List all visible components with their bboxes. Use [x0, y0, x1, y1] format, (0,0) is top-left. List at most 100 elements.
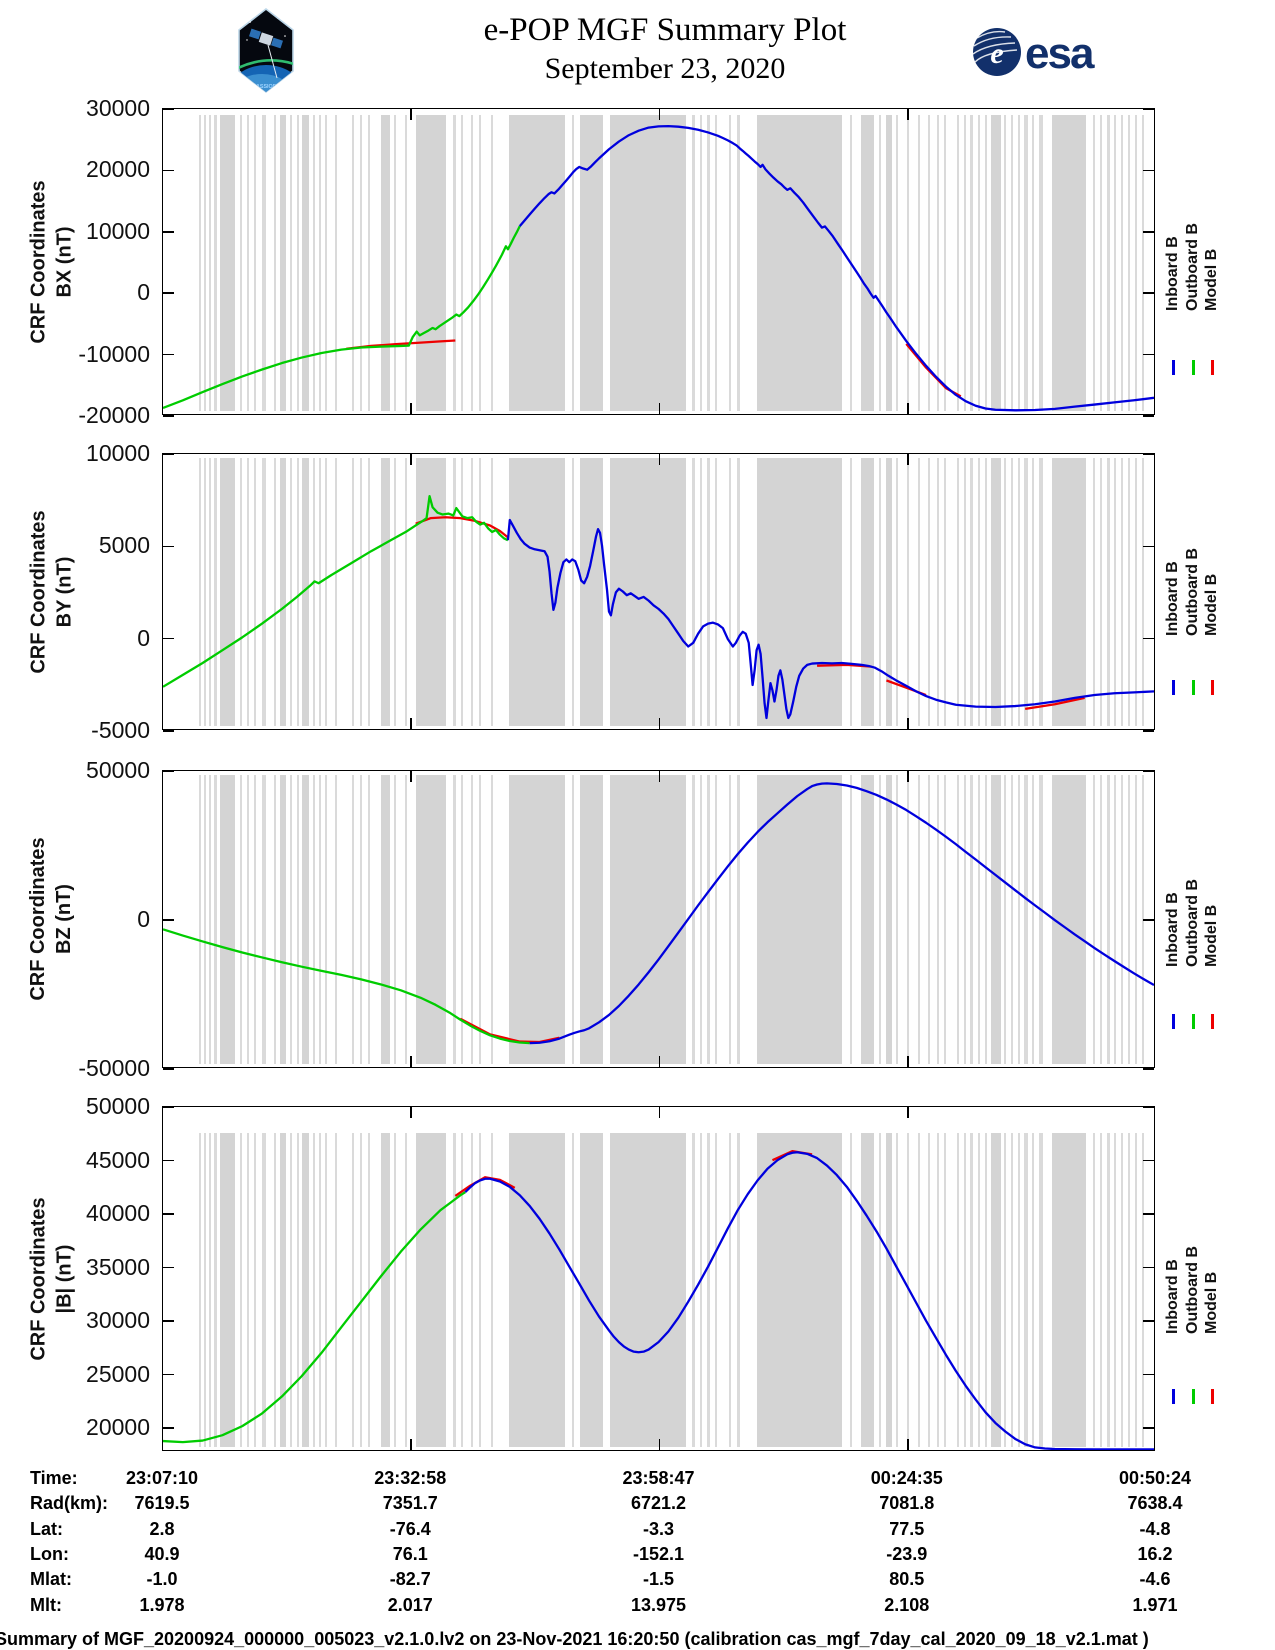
legend-outboard-marker — [1192, 680, 1195, 696]
data-gap-band — [213, 775, 217, 1064]
data-gap-band — [359, 1133, 362, 1447]
data-gap-band — [737, 1133, 740, 1447]
data-gap-band — [334, 115, 337, 411]
data-gap-band — [213, 115, 217, 411]
x-tick — [907, 771, 909, 782]
bz-ytick-label: -50000 — [78, 1055, 150, 1081]
data-gap-band — [208, 1133, 211, 1447]
data-gap-band — [1128, 458, 1131, 726]
data-gap-band — [1004, 115, 1007, 411]
legend-model-label: Model B — [1203, 1271, 1220, 1334]
data-gap-band — [219, 115, 236, 411]
data-gap-band — [1038, 458, 1043, 726]
data-gap-band — [1100, 115, 1103, 411]
data-gap-band — [707, 115, 711, 411]
table-cell: 2.8 — [149, 1518, 175, 1539]
data-gap-band — [991, 1133, 1002, 1447]
data-gap-band — [312, 1133, 315, 1447]
data-gap-band — [756, 775, 843, 1064]
y-tick — [1143, 1266, 1154, 1269]
x-tick — [907, 1439, 909, 1450]
by-plot-area — [162, 453, 1155, 732]
data-gap-band — [1121, 775, 1124, 1064]
table-row-label: Mlat: — [30, 1569, 72, 1590]
data-gap-band — [715, 115, 718, 411]
by-axis-title-line1: CRF Coordinates — [27, 509, 49, 674]
data-gap-band — [936, 115, 939, 411]
legend-inboard-marker — [1172, 1014, 1175, 1030]
x-tick — [410, 1439, 412, 1450]
data-gap-band — [700, 458, 703, 726]
legend-inboard-marker — [1172, 680, 1175, 696]
bz-plot-area — [162, 770, 1155, 1070]
data-gap-band — [219, 775, 236, 1064]
data-gap-band — [879, 1133, 881, 1447]
data-gap-band — [861, 115, 874, 411]
table-cell: -1.5 — [642, 1569, 675, 1590]
data-gap-band — [247, 458, 250, 726]
data-gap-band — [290, 775, 293, 1064]
bx-ytick-label: -10000 — [78, 340, 150, 367]
y-tick — [163, 730, 174, 732]
data-gap-band — [239, 115, 242, 411]
bmag-curves — [163, 1149, 1154, 1450]
data-gap-band — [970, 775, 974, 1064]
table-cell: -3.3 — [642, 1518, 675, 1539]
data-gap-band — [1114, 775, 1117, 1064]
data-gap-band — [985, 458, 988, 726]
data-gap-band — [490, 115, 493, 411]
data-gap-band — [895, 458, 898, 726]
table-cell: 1.978 — [139, 1594, 185, 1615]
data-gap-band — [917, 1133, 920, 1447]
data-gap-band — [1004, 458, 1007, 726]
data-gap-band — [262, 1133, 267, 1447]
legend-outboard-label: Outboard B — [1184, 222, 1201, 311]
y-tick — [163, 545, 174, 548]
data-gap-band — [978, 1133, 981, 1447]
data-gap-band — [978, 775, 981, 1064]
bz-outboard-line — [163, 928, 530, 1045]
table-cell: 77.5 — [889, 1518, 925, 1539]
table-cell: 6721.2 — [630, 1493, 687, 1514]
bmag-model-line — [454, 1176, 516, 1197]
data-gap-band — [1128, 1133, 1131, 1447]
data-gap-band — [416, 115, 446, 411]
data-gap-band — [490, 458, 493, 726]
data-gap-band — [692, 115, 696, 411]
data-gap-band — [460, 458, 463, 726]
data-gap-band — [219, 458, 236, 726]
data-gap-band — [895, 1133, 898, 1447]
data-gap-band — [405, 458, 408, 726]
data-gap-band — [927, 115, 930, 411]
legend-outboard-marker — [1192, 359, 1195, 375]
data-gap-band — [906, 775, 909, 1064]
table-cell: -4.6 — [1139, 1569, 1171, 1590]
patch-star — [246, 39, 248, 41]
bmag-ytick-label: 25000 — [86, 1360, 150, 1387]
data-gap-band — [572, 775, 575, 1064]
table-row-label: Rad(km): — [30, 1493, 109, 1514]
y-tick — [163, 231, 174, 233]
data-gap-band — [416, 1133, 446, 1447]
data-gap-band — [254, 1133, 257, 1447]
data-gap-band — [1093, 775, 1096, 1064]
y-tick — [163, 453, 174, 455]
data-gap-band — [213, 1133, 217, 1447]
data-gap-band — [1051, 115, 1087, 411]
data-gap-band — [580, 775, 603, 1064]
data-gap-band — [978, 115, 981, 411]
y-tick — [1143, 415, 1154, 417]
data-gap-band — [213, 458, 217, 726]
data-gap-band — [297, 775, 300, 1064]
x-tick — [410, 403, 412, 414]
plot-title: e-POP MGF Summary Plot — [483, 12, 847, 48]
data-gap-band — [324, 458, 327, 726]
data-gap-band — [1093, 458, 1096, 726]
data-gap-band — [367, 458, 370, 726]
data-gap-band — [1107, 115, 1111, 411]
data-gap-band — [936, 458, 939, 726]
y-tick — [163, 770, 174, 772]
data-gap-band — [1100, 1133, 1103, 1447]
data-gap-band — [1031, 775, 1034, 1064]
data-gap-band — [478, 775, 481, 1064]
